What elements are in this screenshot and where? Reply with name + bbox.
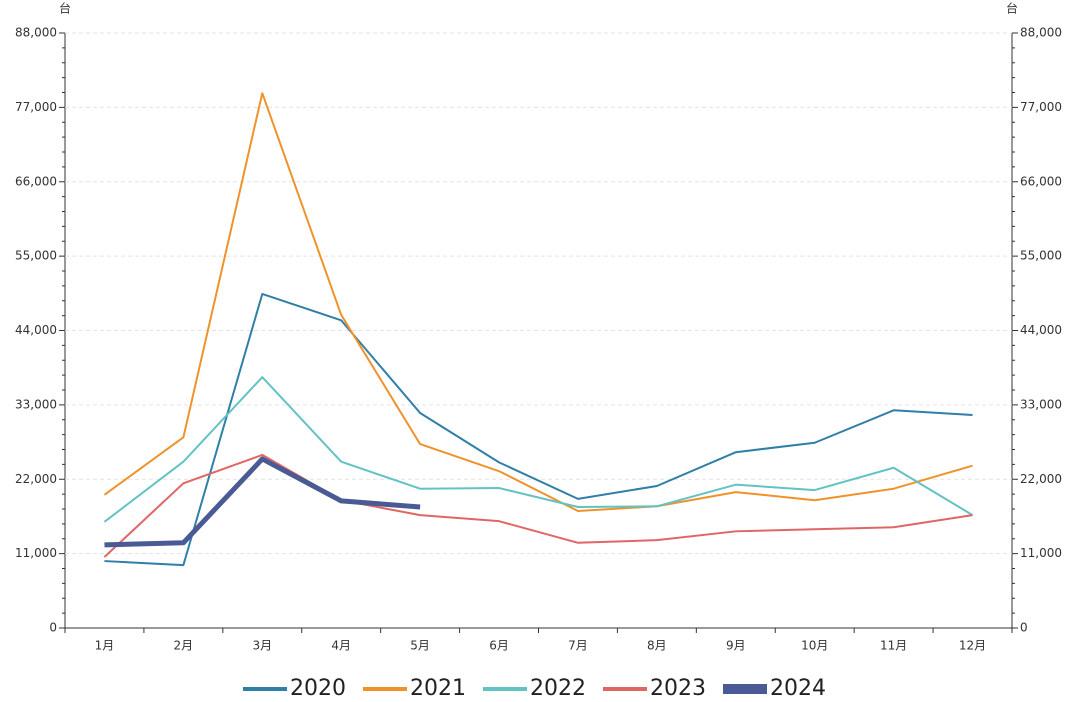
x-tick-label: 11月 <box>880 639 907 653</box>
y2-tick-label: 77,000 <box>1020 100 1062 114</box>
y2-tick-label: 0 <box>1020 621 1028 635</box>
y-tick-label: 33,000 <box>15 397 57 411</box>
series-line <box>103 453 973 558</box>
x-tick-label: 8月 <box>647 639 667 653</box>
y2-tick-label: 11,000 <box>1020 546 1062 560</box>
x-tick-label: 10月 <box>801 639 828 653</box>
y2-tick-label: 66,000 <box>1020 174 1062 188</box>
y-tick-label: 44,000 <box>15 323 57 337</box>
y2-tick-label: 33,000 <box>1020 397 1062 411</box>
legend-text: 2024 <box>770 676 826 701</box>
series-line <box>103 376 974 523</box>
legend-text: 2021 <box>410 676 466 701</box>
series-line <box>104 456 421 548</box>
x-tick-label: 9月 <box>726 639 746 653</box>
y-tick-label: 77,000 <box>15 100 57 114</box>
series-line <box>103 92 973 513</box>
legend-text: 2020 <box>290 676 346 701</box>
x-tick-label: 6月 <box>489 639 509 653</box>
y-tick-label: 11,000 <box>15 546 57 560</box>
y2-tick-label: 88,000 <box>1020 26 1062 40</box>
x-tick-label: 5月 <box>410 639 430 653</box>
x-tick-label: 1月 <box>95 639 115 653</box>
y2-tick-label: 44,000 <box>1020 323 1062 337</box>
series-line <box>104 292 973 567</box>
y2-unit: 台 <box>1006 1 1018 16</box>
y-tick-label: 0 <box>49 621 57 635</box>
y2-tick-label: 55,000 <box>1020 249 1062 263</box>
y2-tick-label: 22,000 <box>1020 472 1062 486</box>
y-tick-label: 55,000 <box>15 249 57 263</box>
y-tick-label: 22,000 <box>15 472 57 486</box>
y-unit: 台 <box>59 1 71 16</box>
x-tick-label: 12月 <box>959 639 986 653</box>
x-tick-label: 2月 <box>174 639 194 653</box>
y-tick-label: 88,000 <box>15 26 57 40</box>
y-tick-label: 66,000 <box>15 174 57 188</box>
x-tick-label: 3月 <box>252 639 272 653</box>
x-tick-label: 4月 <box>331 639 351 653</box>
legend-swatch <box>723 684 767 694</box>
x-tick-label: 7月 <box>568 639 588 653</box>
legend-text: 2022 <box>530 676 586 701</box>
legend-text: 2023 <box>650 676 706 701</box>
